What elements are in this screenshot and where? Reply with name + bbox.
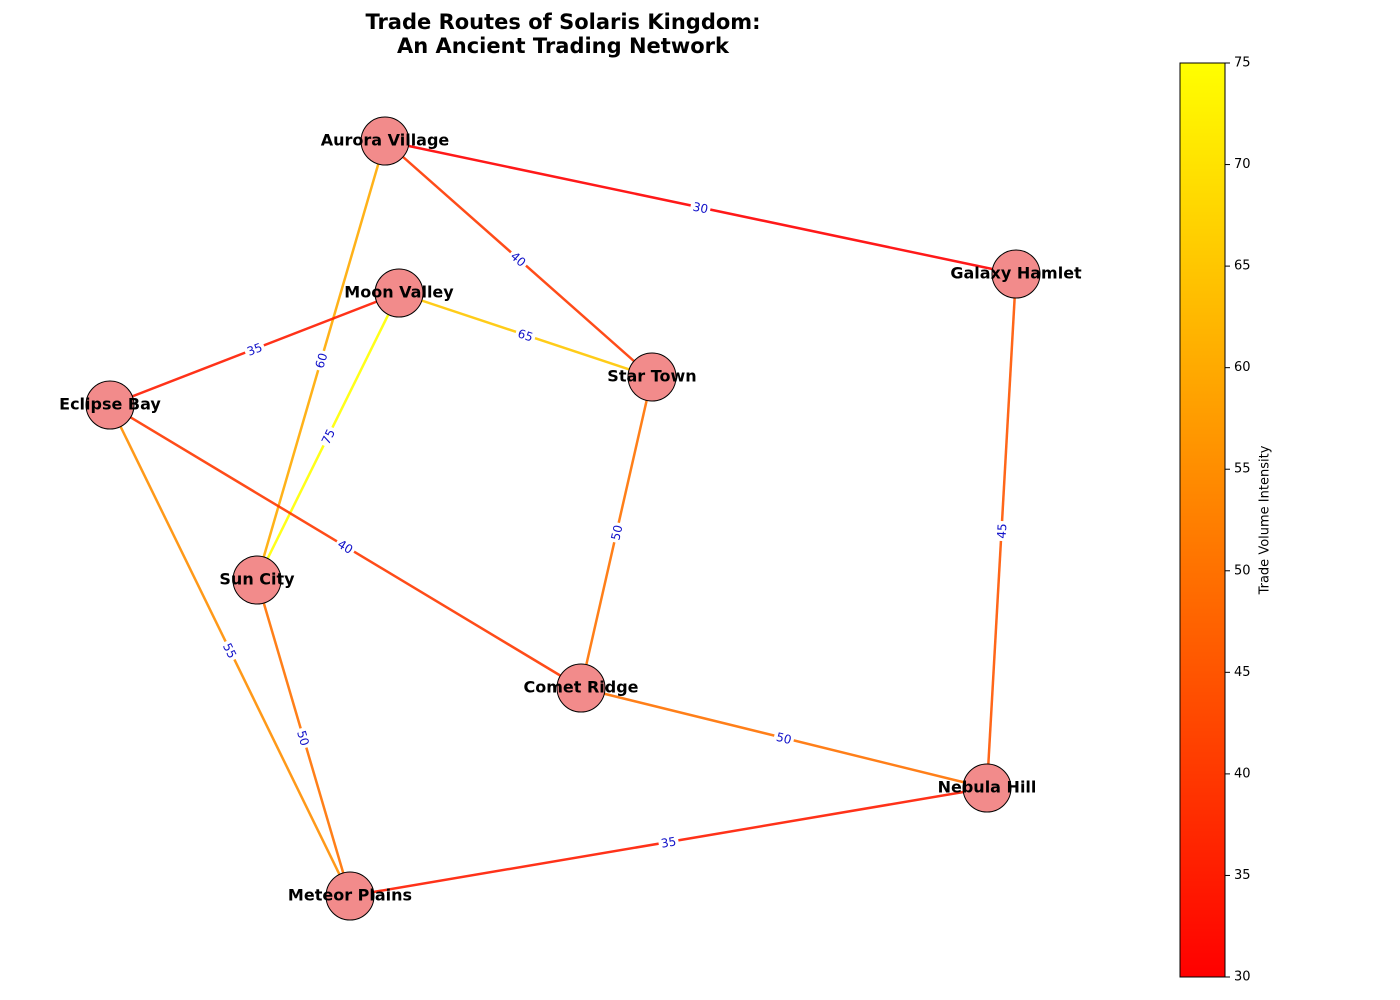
node: [556, 663, 606, 713]
node: [991, 249, 1041, 299]
node-label: Comet Ridge: [523, 678, 638, 697]
edge-label: 35: [245, 340, 264, 359]
node: [232, 555, 282, 605]
edge-label: 50: [294, 729, 312, 748]
edge-label-bg: [332, 534, 359, 559]
edge-label-bg: [992, 520, 1011, 542]
edge-label-group: 40: [332, 534, 359, 559]
edge-label: 40: [335, 537, 355, 557]
edge-label: 60: [313, 351, 331, 370]
node-label: Sun City: [219, 570, 295, 589]
node: [962, 763, 1012, 813]
edge-label: 75: [319, 427, 338, 447]
edge-label-group: 40: [505, 246, 532, 272]
colorbar-tick-label: 40: [1234, 766, 1251, 781]
node-label: Star Town: [607, 367, 696, 386]
node-label: Galaxy Hamlet: [950, 264, 1082, 283]
edge-label-group: 65: [513, 324, 538, 346]
node-label: Nebula Hill: [938, 778, 1037, 797]
colorbar-label: Trade Volume Intensity: [1258, 445, 1273, 595]
edge-label: 30: [691, 200, 709, 217]
colorbar-tick-label: 65: [1234, 259, 1251, 274]
edge-label-bg: [316, 423, 340, 450]
node: [627, 352, 677, 402]
node-label: Moon Valley: [344, 283, 454, 302]
edge-label-bg: [505, 246, 532, 272]
colorbar-tick-label: 60: [1234, 360, 1251, 375]
edge-label: 50: [775, 730, 793, 747]
edge-label-bg: [293, 726, 314, 750]
edge-label: 65: [516, 326, 535, 344]
edge-label-group: 30: [689, 197, 712, 218]
node: [360, 116, 410, 166]
edge-label-group: 50: [293, 726, 314, 750]
edge-label-group: 50: [606, 520, 627, 545]
node: [374, 268, 424, 318]
edge-label: 50: [608, 524, 625, 542]
colorbar-tick-label: 35: [1234, 868, 1251, 883]
edge-label-bg: [772, 727, 796, 749]
colorbar-tick-label: 55: [1234, 462, 1251, 477]
colorbar-tick-label: 75: [1234, 56, 1251, 71]
node: [85, 380, 135, 430]
edge-label-group: 35: [242, 337, 267, 361]
colorbar-tick-label: 70: [1234, 157, 1251, 172]
edge-label-group: 45: [992, 520, 1011, 542]
edge-label-bg: [657, 832, 680, 852]
edge-label: 35: [660, 834, 677, 850]
colorbar-tick-label: 50: [1234, 563, 1251, 578]
node-label: Meteor Plains: [288, 886, 412, 905]
edge-label: 55: [220, 641, 239, 661]
node-label: Eclipse Bay: [59, 395, 161, 414]
colorbar-tick-label: 45: [1234, 665, 1251, 680]
edge-label-group: 60: [310, 348, 332, 373]
edge-label-group: 50: [772, 727, 796, 749]
edge-label-bg: [513, 324, 538, 346]
edge-label-group: 75: [316, 423, 340, 450]
edge-label-group: 35: [657, 832, 680, 852]
colorbar-tick-label: 30: [1234, 970, 1251, 985]
node: [325, 871, 375, 921]
title: Trade Routes of Solaris Kingdom: An Anci…: [365, 10, 761, 58]
edge-label-group: 55: [218, 638, 242, 663]
edge-label-bg: [310, 348, 332, 373]
edge-label-bg: [242, 337, 267, 361]
edge-label-bg: [689, 197, 712, 218]
colorbar: [1179, 62, 1226, 978]
node-label: Aurora Village: [321, 131, 450, 150]
edge-label-bg: [606, 520, 627, 545]
edge-label: 45: [995, 523, 1010, 539]
edge-label-bg: [218, 638, 242, 663]
